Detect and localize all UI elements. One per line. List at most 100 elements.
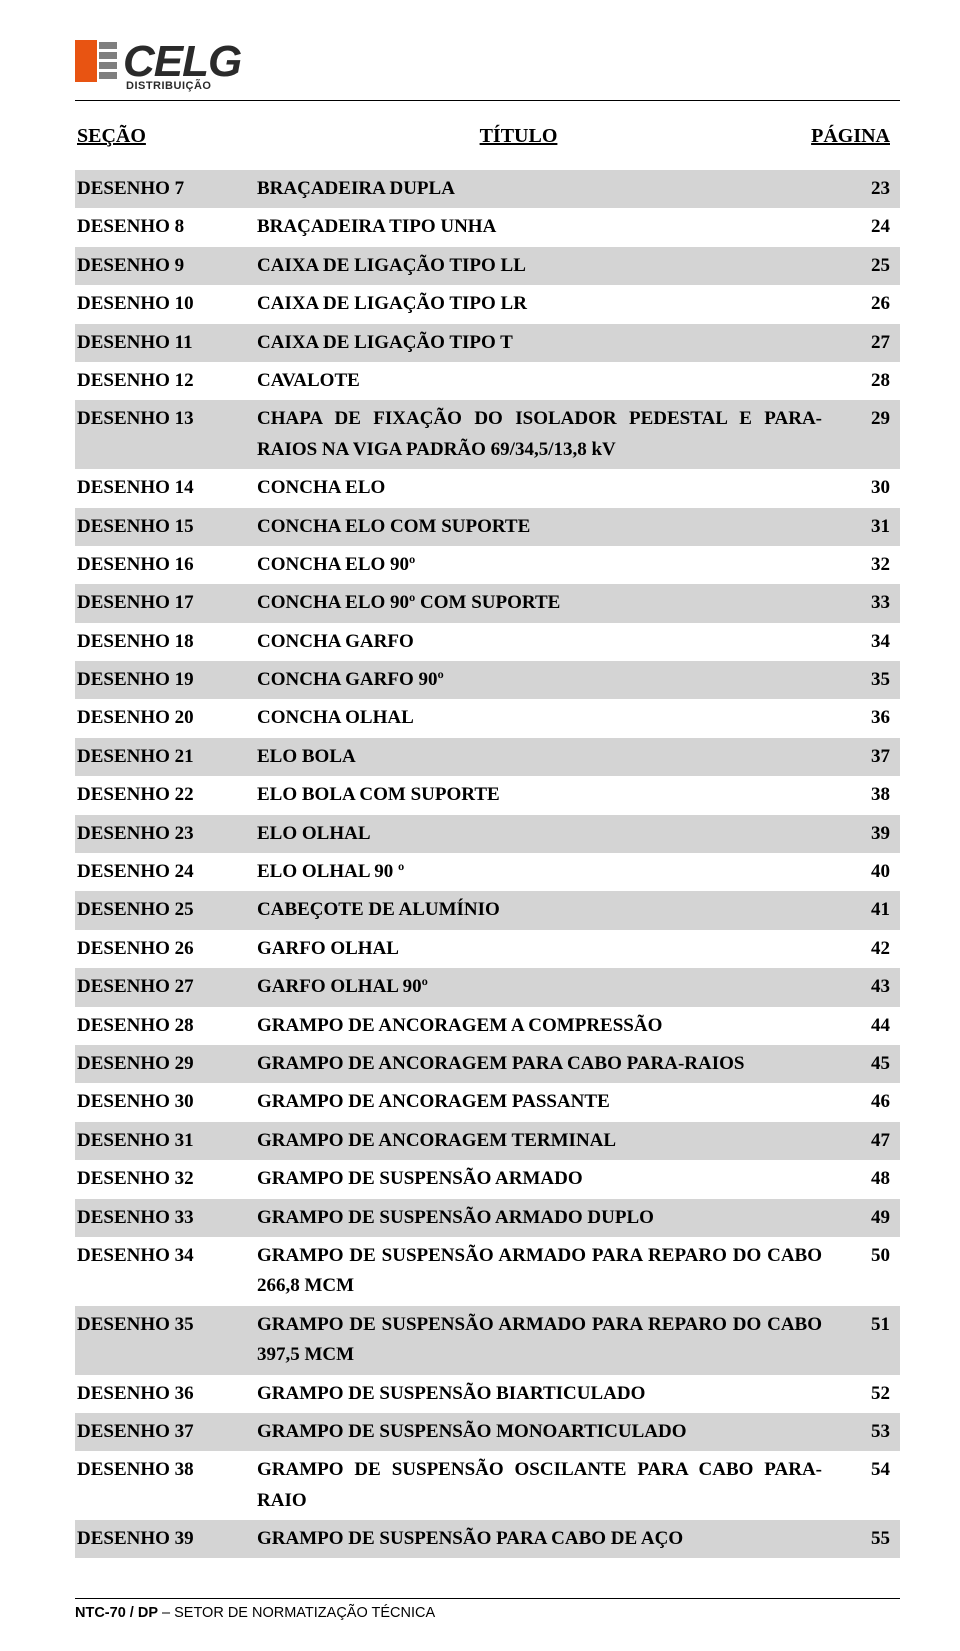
toc-pagina: 24 [840,212,890,242]
toc-titulo: GRAMPO DE SUSPENSÃO BIARTICULADO [257,1379,840,1409]
footer-code: NTC-70 / DP [75,1605,158,1621]
toc-titulo: CABEÇOTE DE ALUMÍNIO [257,895,840,925]
toc-pagina: 23 [840,174,890,204]
toc-titulo: GRAMPO DE SUSPENSÃO MONOARTICULADO [257,1417,840,1447]
toc-titulo: CONCHA ELO 90º COM SUPORTE [257,588,840,618]
toc-titulo: CONCHA ELO 90º [257,550,840,580]
toc-titulo: ELO BOLA [257,742,840,772]
toc-titulo: CONCHA ELO COM SUPORTE [257,512,840,542]
toc-pagina: 53 [840,1417,890,1447]
toc-titulo: ELO OLHAL 90 º [257,857,840,887]
toc-secao: DESENHO 17 [77,588,257,618]
toc-row: DESENHO 20CONCHA OLHAL36 [75,699,900,737]
toc-pagina: 35 [840,665,890,695]
toc-row: DESENHO 27GARFO OLHAL 90º43 [75,968,900,1006]
toc-row: DESENHO 31GRAMPO DE ANCORAGEM TERMINAL47 [75,1122,900,1160]
toc-titulo: CAVALOTE [257,366,840,396]
toc-titulo: GRAMPO DE SUSPENSÃO ARMADO [257,1164,840,1194]
toc-row: DESENHO 34GRAMPO DE SUSPENSÃO ARMADO PAR… [75,1237,900,1306]
toc-row: DESENHO 9CAIXA DE LIGAÇÃO TIPO LL25 [75,247,900,285]
logo-subtitle: DISTRIBUIÇÃO [126,81,241,92]
toc-pagina: 28 [840,366,890,396]
logo-text: CELG DISTRIBUIÇÃO [123,40,241,92]
toc-row: DESENHO 23ELO OLHAL39 [75,815,900,853]
toc-row: DESENHO 32GRAMPO DE SUSPENSÃO ARMADO48 [75,1160,900,1198]
logo-icon [75,40,117,82]
toc-secao: DESENHO 19 [77,665,257,695]
toc-secao: DESENHO 13 [77,404,257,434]
toc-pagina: 54 [840,1455,890,1485]
toc-titulo: CAIXA DE LIGAÇÃO TIPO LR [257,289,840,319]
toc-pagina: 27 [840,328,890,358]
toc-pagina: 39 [840,819,890,849]
toc-secao: DESENHO 20 [77,703,257,733]
toc-titulo: CONCHA GARFO [257,627,840,657]
toc-pagina: 25 [840,251,890,281]
toc-pagina: 43 [840,972,890,1002]
toc-secao: DESENHO 30 [77,1087,257,1117]
toc-secao: DESENHO 28 [77,1011,257,1041]
logo-block: CELG DISTRIBUIÇÃO [75,40,900,92]
toc-secao: DESENHO 26 [77,934,257,964]
col-header-secao: SEÇÃO [77,125,257,148]
toc-secao: DESENHO 7 [77,174,257,204]
toc-row: DESENHO 30GRAMPO DE ANCORAGEM PASSANTE46 [75,1083,900,1121]
toc-row: DESENHO 28GRAMPO DE ANCORAGEM A COMPRESS… [75,1007,900,1045]
toc-row: DESENHO 17CONCHA ELO 90º COM SUPORTE33 [75,584,900,622]
toc-titulo: ELO OLHAL [257,819,840,849]
toc-row: DESENHO 25CABEÇOTE DE ALUMÍNIO41 [75,891,900,929]
toc-secao: DESENHO 33 [77,1203,257,1233]
toc-titulo: GRAMPO DE SUSPENSÃO ARMADO DUPLO [257,1203,840,1233]
toc-pagina: 51 [840,1310,890,1340]
toc-body: DESENHO 7BRAÇADEIRA DUPLA23DESENHO 8BRAÇ… [75,170,900,1558]
toc-titulo: GRAMPO DE ANCORAGEM A COMPRESSÃO [257,1011,840,1041]
toc-row: DESENHO 26GARFO OLHAL42 [75,930,900,968]
toc-secao: DESENHO 36 [77,1379,257,1409]
toc-row: DESENHO 10CAIXA DE LIGAÇÃO TIPO LR26 [75,285,900,323]
footer-rest: – SETOR DE NORMATIZAÇÃO TÉCNICA [158,1605,435,1621]
toc-secao: DESENHO 16 [77,550,257,580]
toc-titulo: CONCHA GARFO 90º [257,665,840,695]
toc-titulo: CHAPA DE FIXAÇÃO DO ISOLADOR PEDESTAL E … [257,404,840,465]
toc-pagina: 44 [840,1011,890,1041]
toc-titulo: ELO BOLA COM SUPORTE [257,780,840,810]
toc-pagina: 40 [840,857,890,887]
toc-row: DESENHO 35GRAMPO DE SUSPENSÃO ARMADO PAR… [75,1306,900,1375]
toc-secao: DESENHO 15 [77,512,257,542]
toc-secao: DESENHO 24 [77,857,257,887]
toc-pagina: 46 [840,1087,890,1117]
toc-row: DESENHO 37GRAMPO DE SUSPENSÃO MONOARTICU… [75,1413,900,1451]
toc-row: DESENHO 36GRAMPO DE SUSPENSÃO BIARTICULA… [75,1375,900,1413]
toc-row: DESENHO 29GRAMPO DE ANCORAGEM PARA CABO … [75,1045,900,1083]
footer-text: NTC-70 / DP – SETOR DE NORMATIZAÇÃO TÉCN… [75,1605,900,1621]
toc-row: DESENHO 21ELO BOLA37 [75,738,900,776]
toc-titulo: GRAMPO DE SUSPENSÃO PARA CABO DE AÇO [257,1524,840,1554]
toc-row: DESENHO 16CONCHA ELO 90º32 [75,546,900,584]
toc-pagina: 47 [840,1126,890,1156]
toc-secao: DESENHO 12 [77,366,257,396]
toc-titulo: CAIXA DE LIGAÇÃO TIPO LL [257,251,840,281]
toc-secao: DESENHO 9 [77,251,257,281]
toc-secao: DESENHO 18 [77,627,257,657]
toc-secao: DESENHO 38 [77,1455,257,1485]
toc-row: DESENHO 11CAIXA DE LIGAÇÃO TIPO T27 [75,324,900,362]
toc-pagina: 49 [840,1203,890,1233]
toc-pagina: 29 [840,404,890,434]
toc-titulo: CONCHA OLHAL [257,703,840,733]
toc-secao: DESENHO 14 [77,473,257,503]
toc-row: DESENHO 33GRAMPO DE SUSPENSÃO ARMADO DUP… [75,1199,900,1237]
toc-secao: DESENHO 10 [77,289,257,319]
col-header-pagina: PÁGINA [780,125,890,148]
toc-secao: DESENHO 31 [77,1126,257,1156]
header-divider [75,100,900,101]
toc-pagina: 32 [840,550,890,580]
toc-row: DESENHO 22ELO BOLA COM SUPORTE38 [75,776,900,814]
toc-row: DESENHO 7BRAÇADEIRA DUPLA23 [75,170,900,208]
toc-pagina: 34 [840,627,890,657]
toc-titulo: CONCHA ELO [257,473,840,503]
toc-secao: DESENHO 27 [77,972,257,1002]
toc-secao: DESENHO 34 [77,1241,257,1271]
toc-pagina: 42 [840,934,890,964]
toc-pagina: 50 [840,1241,890,1271]
toc-row: DESENHO 38GRAMPO DE SUSPENSÃO OSCILANTE … [75,1451,900,1520]
